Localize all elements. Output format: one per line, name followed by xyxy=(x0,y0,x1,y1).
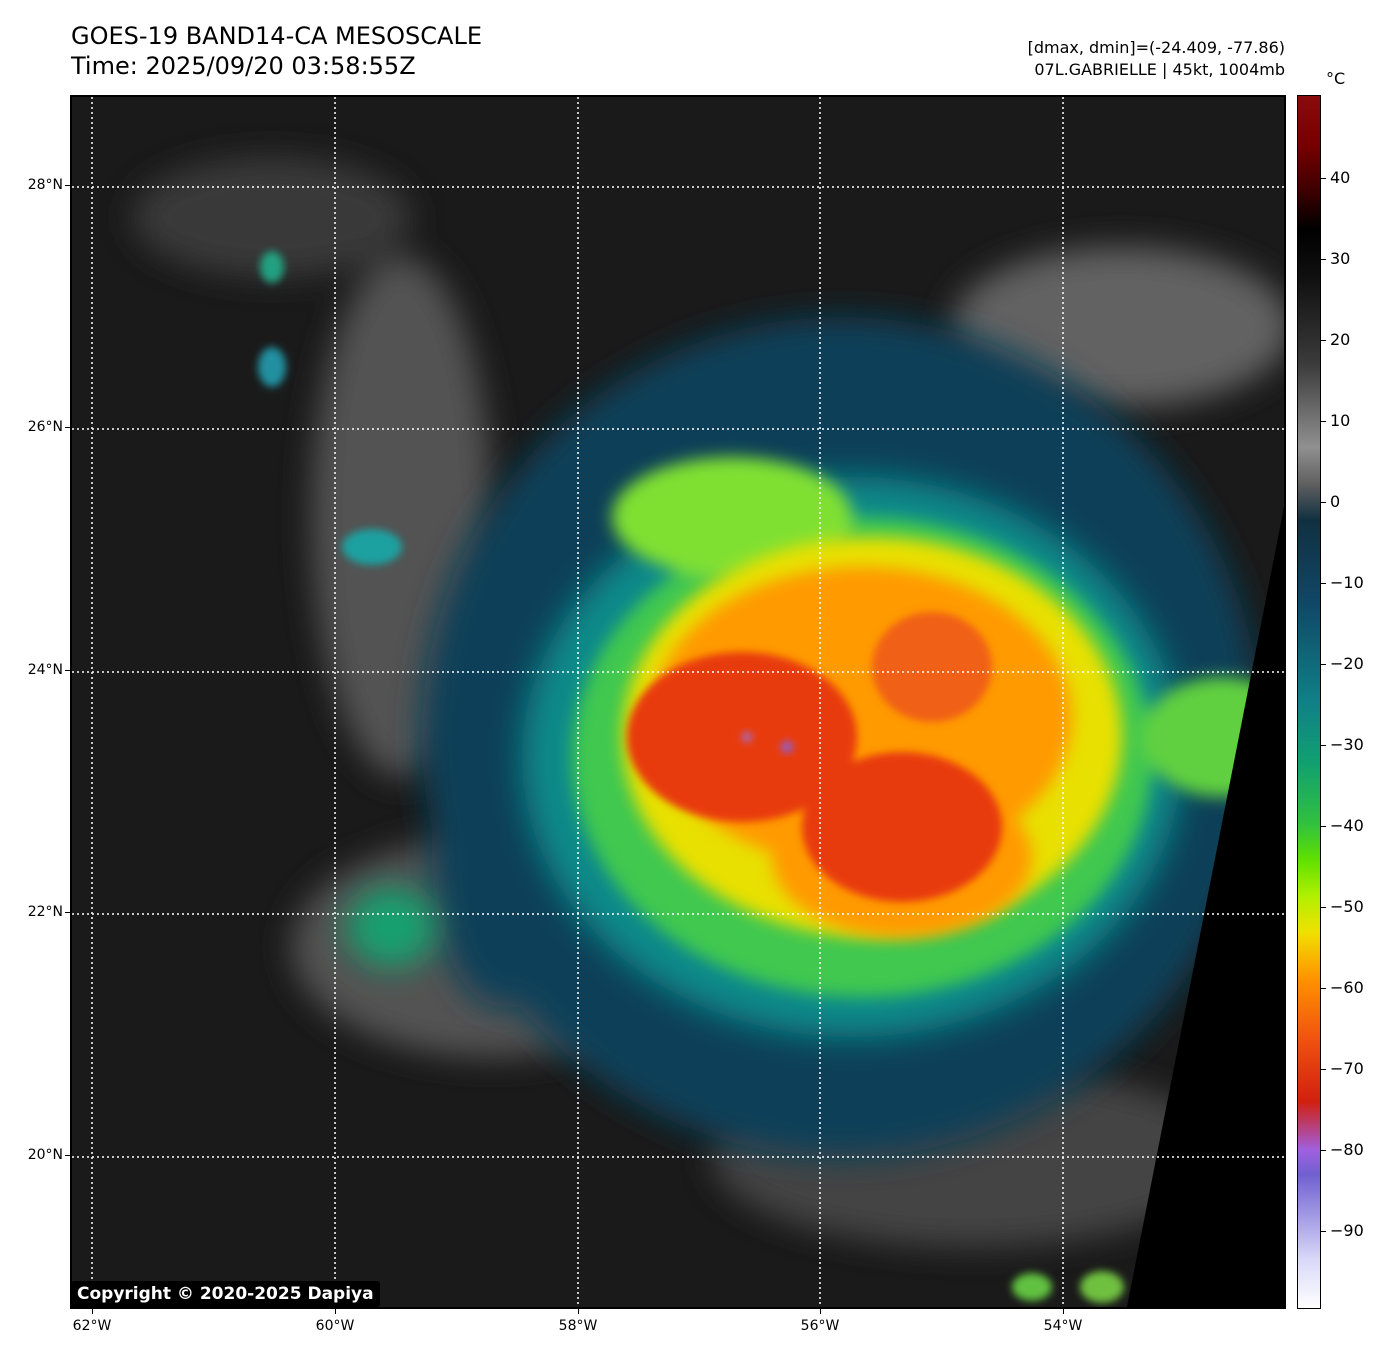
colorbar-tick xyxy=(1321,826,1326,827)
colorbar-tick xyxy=(1321,1231,1326,1232)
colorbar xyxy=(1297,95,1321,1309)
colorbar-tick xyxy=(1321,745,1326,746)
colorbar-tick-label: 0 xyxy=(1330,492,1341,511)
colorbar-tick xyxy=(1321,1069,1326,1070)
satellite-imagery xyxy=(72,97,1284,1307)
colorbar-tick-label: 40 xyxy=(1330,168,1351,187)
lon-tick xyxy=(92,1309,93,1314)
lon-tick xyxy=(1063,1309,1064,1314)
lat-tick xyxy=(65,1155,70,1156)
colorbar-tick-label: 30 xyxy=(1330,249,1351,268)
lat-label: 22°N xyxy=(27,904,63,920)
colorbar-tick xyxy=(1321,259,1326,260)
lat-tick xyxy=(65,670,70,671)
colorbar-tick-label: −30 xyxy=(1330,735,1364,754)
colorbar-tick xyxy=(1321,421,1326,422)
colorbar-tick-label: −70 xyxy=(1330,1059,1364,1078)
colorbar-tick-label: −50 xyxy=(1330,897,1364,916)
colorbar-tick xyxy=(1321,907,1326,908)
lat-tick xyxy=(65,427,70,428)
colorbar-tick xyxy=(1321,1150,1326,1151)
lon-tick xyxy=(335,1309,336,1314)
colorbar-tick-label: 20 xyxy=(1330,330,1351,349)
colorbar-tick-label: 10 xyxy=(1330,411,1351,430)
colorbar-tick-label: −90 xyxy=(1330,1221,1364,1240)
colorbar-tick-label: −80 xyxy=(1330,1140,1364,1159)
lat-tick xyxy=(65,185,70,186)
storm-info: 07L.GABRIELLE | 45kt, 1004mb xyxy=(1034,60,1285,79)
title-line-2: Time: 2025/09/20 03:58:55Z xyxy=(71,52,416,80)
lon-label: 58°W xyxy=(558,1318,598,1334)
satellite-map xyxy=(70,95,1286,1309)
lon-tick xyxy=(820,1309,821,1314)
graticule xyxy=(72,97,1284,1307)
colorbar-tick-label: −40 xyxy=(1330,816,1364,835)
colorbar-tick-label: −60 xyxy=(1330,978,1364,997)
copyright-label: Copyright © 2020-2025 Dapiya xyxy=(71,1281,380,1307)
lon-tick xyxy=(578,1309,579,1314)
range-info: [dmax, dmin]=(-24.409, -77.86) xyxy=(1027,38,1285,57)
colorbar-tick xyxy=(1321,664,1326,665)
colorbar-tick xyxy=(1321,502,1326,503)
colorbar-tick-label: −20 xyxy=(1330,654,1364,673)
colorbar-unit: °C xyxy=(1326,69,1346,88)
colorbar-tick xyxy=(1321,583,1326,584)
colorbar-tick xyxy=(1321,988,1326,989)
lon-label: 54°W xyxy=(1043,1318,1083,1334)
lat-label: 24°N xyxy=(27,662,63,678)
lat-label: 26°N xyxy=(27,419,63,435)
colorbar-tick xyxy=(1321,340,1326,341)
colorbar-tick xyxy=(1321,178,1326,179)
title-line-1: GOES-19 BAND14-CA MESOSCALE xyxy=(71,22,482,50)
lon-label: 60°W xyxy=(315,1318,355,1334)
colorbar-tick-label: −10 xyxy=(1330,573,1364,592)
lat-tick xyxy=(65,912,70,913)
lon-label: 56°W xyxy=(800,1318,840,1334)
lon-label: 62°W xyxy=(72,1318,112,1334)
no-data-region xyxy=(1127,507,1284,1307)
lat-label: 28°N xyxy=(27,177,63,193)
lat-label: 20°N xyxy=(27,1147,63,1163)
